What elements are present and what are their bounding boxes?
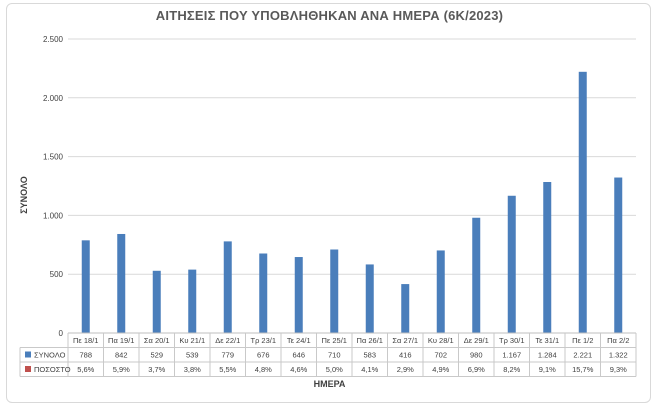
- x-tick-label: Τρ 23/1: [250, 336, 276, 345]
- data-label: 9,3%: [610, 365, 627, 374]
- bar: [117, 233, 126, 333]
- y-tick-label: 0: [59, 329, 64, 338]
- data-label: 842: [115, 351, 128, 360]
- data-label: 4,6%: [290, 365, 307, 374]
- x-tick-label: Πα 19/1: [108, 336, 134, 345]
- data-label: 583: [363, 351, 376, 360]
- x-tick-label: Σα 20/1: [144, 336, 170, 345]
- x-tick-label: Κυ 28/1: [428, 336, 454, 345]
- bar: [223, 241, 232, 333]
- bar: [543, 182, 552, 333]
- bar: [472, 217, 481, 333]
- data-label: 3,7%: [148, 365, 165, 374]
- data-label: 539: [186, 351, 199, 360]
- x-tick-label: Πα 26/1: [357, 336, 383, 345]
- bars: [81, 71, 623, 334]
- x-tick-label: Τε 24/1: [287, 336, 311, 345]
- x-tick-label: Σα 27/1: [392, 336, 418, 345]
- legend-label: ΣΥΝΟΛΟ: [34, 351, 66, 360]
- data-label: 8,2%: [503, 365, 520, 374]
- bar: [365, 264, 374, 333]
- bar: [330, 249, 339, 333]
- bar: [294, 257, 303, 333]
- y-tick-label: 500: [50, 270, 64, 279]
- data-label: 5,0%: [326, 365, 343, 374]
- data-label: 3,8%: [184, 365, 201, 374]
- bar: [401, 284, 410, 333]
- x-tick-label: Δε 29/1: [464, 336, 489, 345]
- data-label: 9,1%: [539, 365, 556, 374]
- data-label: 1.322: [609, 351, 628, 360]
- bar: [578, 71, 587, 334]
- x-axis-label: ΗΜΕΡΑ: [313, 379, 346, 389]
- data-label: 2,9%: [397, 365, 414, 374]
- bar: [152, 270, 161, 333]
- data-label: 779: [221, 351, 234, 360]
- data-label: 15,7%: [572, 365, 594, 374]
- legend-key: [25, 351, 31, 358]
- data-label: 710: [328, 351, 341, 360]
- data-label: 646: [292, 351, 305, 360]
- data-label: 1.284: [538, 351, 557, 360]
- bar: [259, 253, 268, 333]
- data-label: 6,9%: [468, 365, 485, 374]
- bar: [188, 269, 197, 333]
- data-label: 4,1%: [361, 365, 378, 374]
- x-tick-label: Δε 22/1: [215, 336, 240, 345]
- data-label: 529: [150, 351, 163, 360]
- data-label: 788: [79, 351, 92, 360]
- data-label: 676: [257, 351, 270, 360]
- chart-title: ΑΙΤΗΣΕΙΣ ΠΟΥ ΥΠΟΒΛΗΘΗΚΑΝ ΑΝΑ ΗΜΕΡΑ (6Κ/2…: [155, 8, 504, 23]
- x-tick-label: Πε 18/1: [73, 336, 98, 345]
- data-label: 5,9%: [113, 365, 130, 374]
- y-tick-labels: 0 500 1.000 1.500 2.000 2.500: [43, 35, 64, 338]
- data-label: 980: [470, 351, 483, 360]
- bar: [81, 240, 90, 333]
- data-table: Πε 18/1 Πα 19/1 Σα 20/1 Κυ 21/1 Δε 22/1 Τρ 23…: [19, 332, 637, 377]
- y-tick-label: 2.500: [43, 35, 64, 44]
- y-tick-label: 1.000: [43, 211, 64, 220]
- data-label: 702: [434, 351, 447, 360]
- bar: [436, 250, 445, 333]
- data-label: 2.221: [573, 351, 592, 360]
- data-label: 416: [399, 351, 412, 360]
- x-tick-label: Τρ 30/1: [499, 336, 525, 345]
- data-label: 4,8%: [255, 365, 272, 374]
- legend-label: ΠΟΣΟΣΤΟ: [34, 365, 71, 374]
- bar: [507, 195, 516, 333]
- data-label: 5,6%: [77, 365, 94, 374]
- x-tick-label: Τε 31/1: [535, 336, 559, 345]
- y-tick-label: 2.000: [43, 94, 64, 103]
- x-tick-label: Κυ 21/1: [179, 336, 205, 345]
- y-tick-label: 1.500: [43, 153, 64, 162]
- x-tick-label: Πε 25/1: [322, 336, 347, 345]
- x-tick-label: Πε 1/2: [572, 336, 593, 345]
- x-tick-label: Πα 2/2: [607, 336, 629, 345]
- legend-key: [25, 366, 31, 372]
- bar: [614, 177, 623, 333]
- data-label: 5,5%: [219, 365, 236, 374]
- data-label: 4,9%: [432, 365, 449, 374]
- data-label: 1.167: [502, 351, 521, 360]
